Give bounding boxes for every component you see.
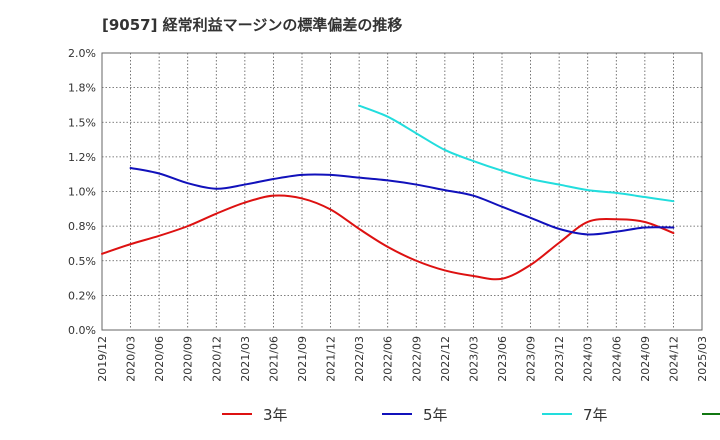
y-tick-label: 2.0% [68,47,96,60]
x-tick-label: 2020/06 [153,336,166,382]
x-tick-label: 2022/03 [353,336,366,382]
x-tick-label: 2024/06 [610,336,623,382]
legend-label: 5年 [423,406,448,424]
x-tick-label: 2021/06 [267,336,280,382]
series-line-1 [101,194,675,281]
x-tick-label: 2025/03 [696,336,709,382]
y-tick-label: 0.2% [68,289,96,302]
x-tick-label: 2023/06 [496,336,509,382]
y-tick-label: 1.8% [68,82,96,95]
series-line-3 [358,104,675,203]
x-tick-label: 2022/06 [382,336,395,382]
x-tick-label: 2023/12 [553,336,566,382]
x-tick-label: 2024/12 [667,336,680,382]
y-tick-label: 0.5% [68,255,96,268]
axis-layer: 0.0% 0.2% 0.5% 0.8% 1.0% 1.2% 1.5% 1.8% 2.0% 2019… [68,47,709,382]
x-tick-label: 2021/03 [239,336,252,382]
series-line-2 [129,166,675,236]
x-tick-label: 2020/12 [210,336,223,382]
y-tick-label: 1.0% [68,186,96,199]
x-tick-label: 2020/09 [182,336,195,382]
x-tick-label: 2022/09 [410,336,423,382]
legend-label: 3年 [263,406,288,424]
x-tick-label: 2024/09 [639,336,652,382]
legend-label: 7年 [583,406,608,424]
x-tick-label: 2024/03 [582,336,595,382]
plot-border [101,52,703,331]
x-tick-label: 2023/03 [467,336,480,382]
legend-layer: 3年5年7年10年 [222,406,720,424]
x-tick-label: 2020/03 [125,336,138,382]
y-tick-label: 1.2% [68,151,96,164]
series-layer [101,104,675,281]
y-tick-label: 0.8% [68,220,96,233]
y-tick-label: 1.5% [68,116,96,129]
chart-title: [9057] 経常利益マージンの標準偏差の推移 [102,16,403,34]
x-tick-label: 2023/09 [525,336,538,382]
x-tick-label: 2021/09 [296,336,309,382]
x-tick-label: 2019/12 [96,336,109,382]
y-tick-label: 0.0% [68,324,96,337]
x-tick-label: 2022/12 [439,336,452,382]
x-tick-label: 2021/12 [325,336,338,382]
